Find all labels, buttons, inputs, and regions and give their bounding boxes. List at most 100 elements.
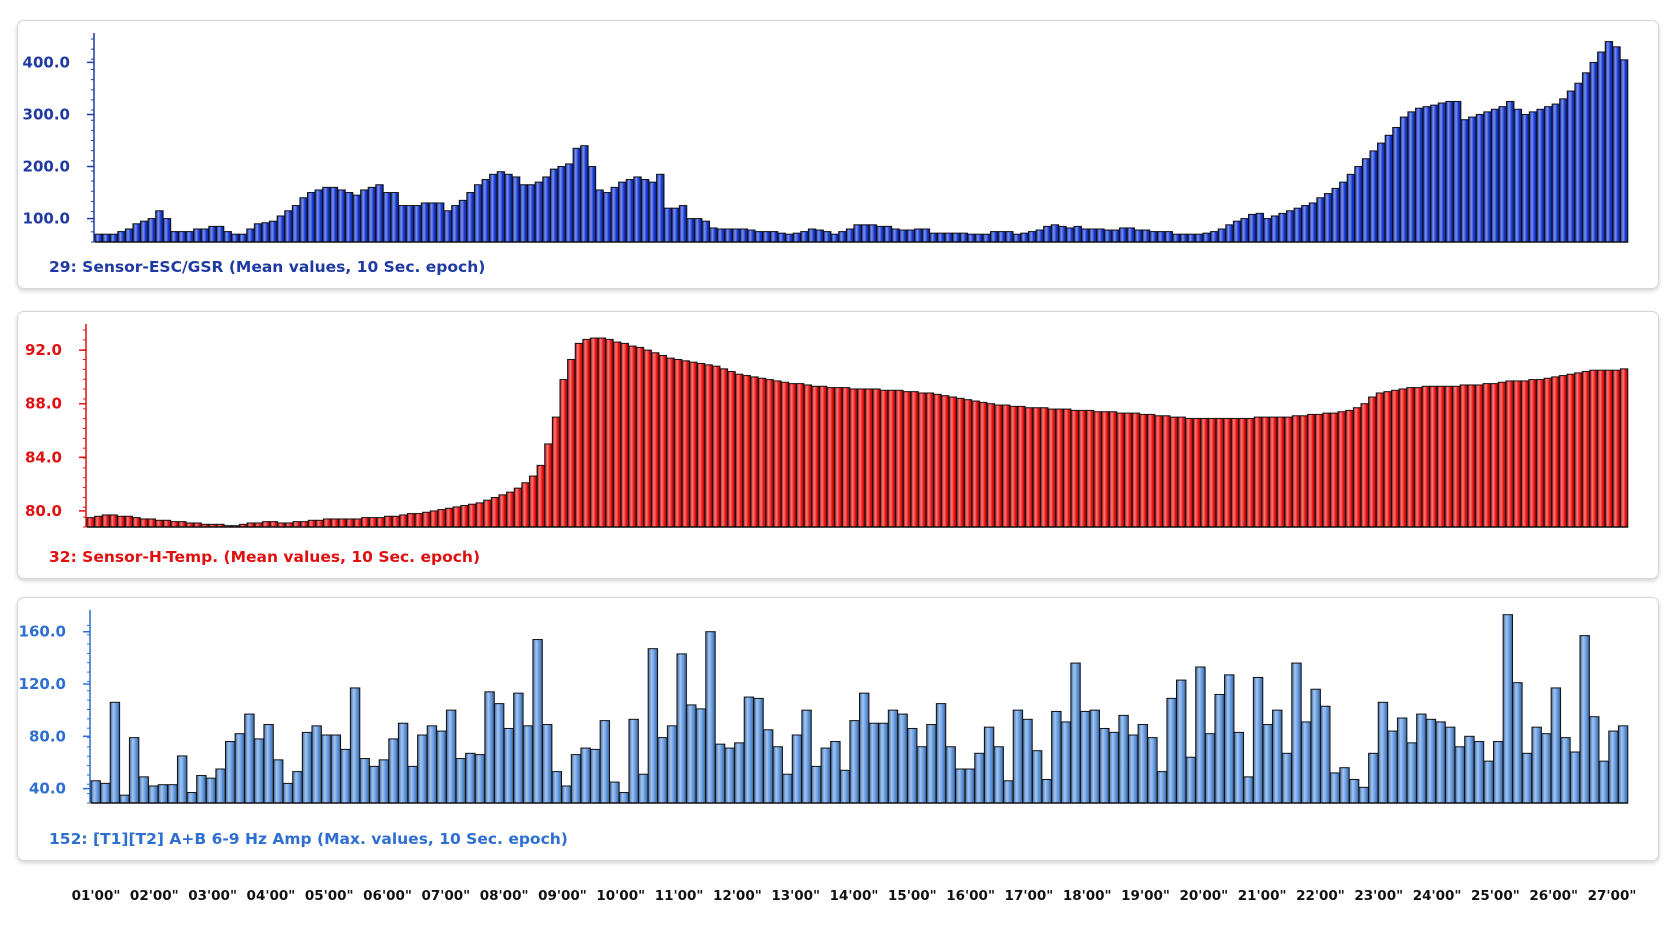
amplitude-bar xyxy=(1396,717,1408,804)
amplitude-bar xyxy=(820,747,831,804)
temperature-bar xyxy=(559,379,568,528)
gsr-bar xyxy=(1058,225,1067,243)
gsr-bar xyxy=(876,225,885,243)
time-axis-label: 03'00" xyxy=(188,888,237,904)
gsr-bar xyxy=(1536,108,1545,243)
gsr-bar xyxy=(1354,166,1363,243)
amplitude-bar xyxy=(638,773,649,804)
amplitude-bar xyxy=(484,691,495,804)
temperature-bar xyxy=(1574,372,1583,528)
gsr-bar xyxy=(1263,218,1272,243)
amplitude-bar xyxy=(830,741,841,804)
gsr-bar xyxy=(785,233,794,243)
gsr-bar xyxy=(443,210,452,243)
temperature-bar xyxy=(1482,383,1491,528)
temperature-bar xyxy=(322,518,332,528)
gsr-bar xyxy=(147,218,157,243)
temperature-bar xyxy=(506,491,515,528)
amplitude-bar xyxy=(340,748,351,804)
gsr-bar xyxy=(1483,111,1492,243)
amplitude-bar xyxy=(1550,687,1562,804)
gsr-bar xyxy=(1589,61,1598,243)
temperature-bar xyxy=(1452,385,1461,528)
amplitude-bar xyxy=(1512,682,1523,804)
gsr-y-tick-label: 400.0 xyxy=(23,53,70,71)
temperature-bar xyxy=(429,510,439,528)
amplitude-bar xyxy=(234,733,245,804)
gsr-bar xyxy=(200,228,210,243)
temperature-bar xyxy=(712,365,721,528)
gsr-bar xyxy=(936,232,946,243)
amplitude-bar xyxy=(1320,705,1331,804)
amplitude-bar xyxy=(580,747,591,804)
gsr-bar xyxy=(997,231,1006,243)
temperature-bar xyxy=(818,385,828,528)
amplitude-bar xyxy=(753,697,764,804)
temperature-bar xyxy=(521,482,530,528)
temperature-bar xyxy=(620,342,629,528)
gsr-bar xyxy=(534,181,544,243)
gsr-bar xyxy=(747,229,756,243)
time-axis-label: 07'00" xyxy=(421,888,471,904)
temperature-bar xyxy=(933,393,942,528)
temperature-bar xyxy=(864,388,874,528)
temperature-bar xyxy=(307,519,317,528)
temperature-bar xyxy=(788,383,797,528)
temperature-bar xyxy=(528,475,538,528)
gsr-bar xyxy=(1361,158,1371,243)
gsr-bar xyxy=(208,225,217,243)
amplitude-bar xyxy=(1079,710,1091,804)
gsr-bar xyxy=(648,181,657,243)
temperature-bar xyxy=(1291,415,1301,528)
temperature-bar xyxy=(132,517,141,528)
gsr-bar xyxy=(694,218,703,243)
amplitude-bar xyxy=(426,725,438,804)
amplitude-bar xyxy=(1176,679,1187,804)
temperature-bar xyxy=(1581,371,1591,528)
amplitude-bar xyxy=(1243,776,1254,804)
temperature-chart-svg: 80.0 84.0 88.0 92.0 xyxy=(25,324,1629,528)
temperature-bar xyxy=(834,387,843,528)
gsr-bar xyxy=(1217,228,1227,243)
gsr-bar xyxy=(382,192,392,243)
amplitude-bar xyxy=(1617,725,1629,804)
gsr-bar xyxy=(1490,108,1500,243)
temperature-bar xyxy=(162,519,172,528)
time-axis-label: 10'00" xyxy=(596,888,646,904)
gsr-y-tick-label: 300.0 xyxy=(23,105,70,123)
gsr-bar xyxy=(1232,220,1242,243)
temperature-bar xyxy=(353,518,362,528)
temperature-bar xyxy=(1444,385,1453,528)
gsr-bar xyxy=(428,202,437,243)
gsr-bar xyxy=(390,192,399,243)
amplitude-bar xyxy=(1099,727,1110,804)
temperature-bar xyxy=(910,391,919,528)
temperature-y-tick-label: 80.0 xyxy=(25,502,62,520)
temperature-bar xyxy=(86,517,95,528)
temperature-bar xyxy=(139,518,149,528)
gsr-bar xyxy=(155,210,164,243)
amplitude-bar xyxy=(1569,751,1581,804)
gsr-bar xyxy=(1134,229,1143,243)
amplitude-bar xyxy=(1589,716,1600,804)
gsr-bar xyxy=(299,197,308,243)
temperature-bar xyxy=(261,521,271,528)
gsr-bar xyxy=(436,202,445,243)
gsr-bar xyxy=(1574,82,1583,243)
gsr-bar xyxy=(1308,202,1318,243)
temperature-bar xyxy=(1360,403,1369,528)
gsr-bar xyxy=(1468,116,1477,243)
gsr-bar xyxy=(1506,100,1515,243)
temperature-bar xyxy=(765,379,774,528)
temperature-bar xyxy=(1131,412,1141,528)
temperature-bar xyxy=(895,389,904,528)
amplitude-bar xyxy=(522,725,534,804)
gsr-bar xyxy=(284,210,293,243)
gsr-bar xyxy=(1020,232,1029,243)
gsr-bar xyxy=(1331,187,1340,243)
amplitude-bar xyxy=(244,713,255,804)
amplitude-bar xyxy=(657,737,668,804)
gsr-bar xyxy=(944,232,953,243)
temperature-bar xyxy=(170,521,179,528)
temperature-bar xyxy=(1345,409,1354,528)
